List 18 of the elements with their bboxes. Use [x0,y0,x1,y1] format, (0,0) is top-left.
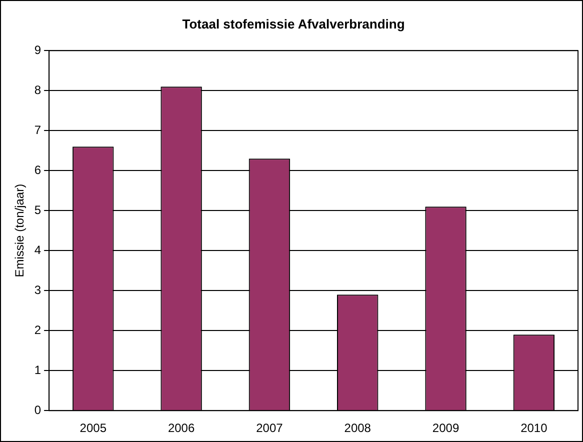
x-tick-label: 2009 [432,421,460,436]
y-tick-label: 3 [34,282,42,297]
y-tick-label: 9 [34,42,42,57]
x-tick-label: 2008 [344,421,372,436]
x-tick-label: 2005 [80,421,107,436]
y-tick-label: 1 [34,362,42,377]
x-tick-label: 2006 [168,421,195,436]
y-tick-label: 7 [34,122,42,137]
y-axis-title: Emissie (ton/jaar) [12,184,27,278]
y-tick-label: 6 [34,162,42,177]
x-tick-label: 2007 [256,421,284,436]
y-tick-label: 2 [34,322,42,337]
y-tick-label: 4 [34,242,42,257]
y-tick-label: 0 [34,402,42,417]
x-tick-label: 2010 [520,421,548,436]
chart-title: Totaal stofemissie Afvalverbranding [182,16,405,32]
y-tick-label: 5 [34,202,42,217]
y-tick-label: 8 [34,82,42,97]
